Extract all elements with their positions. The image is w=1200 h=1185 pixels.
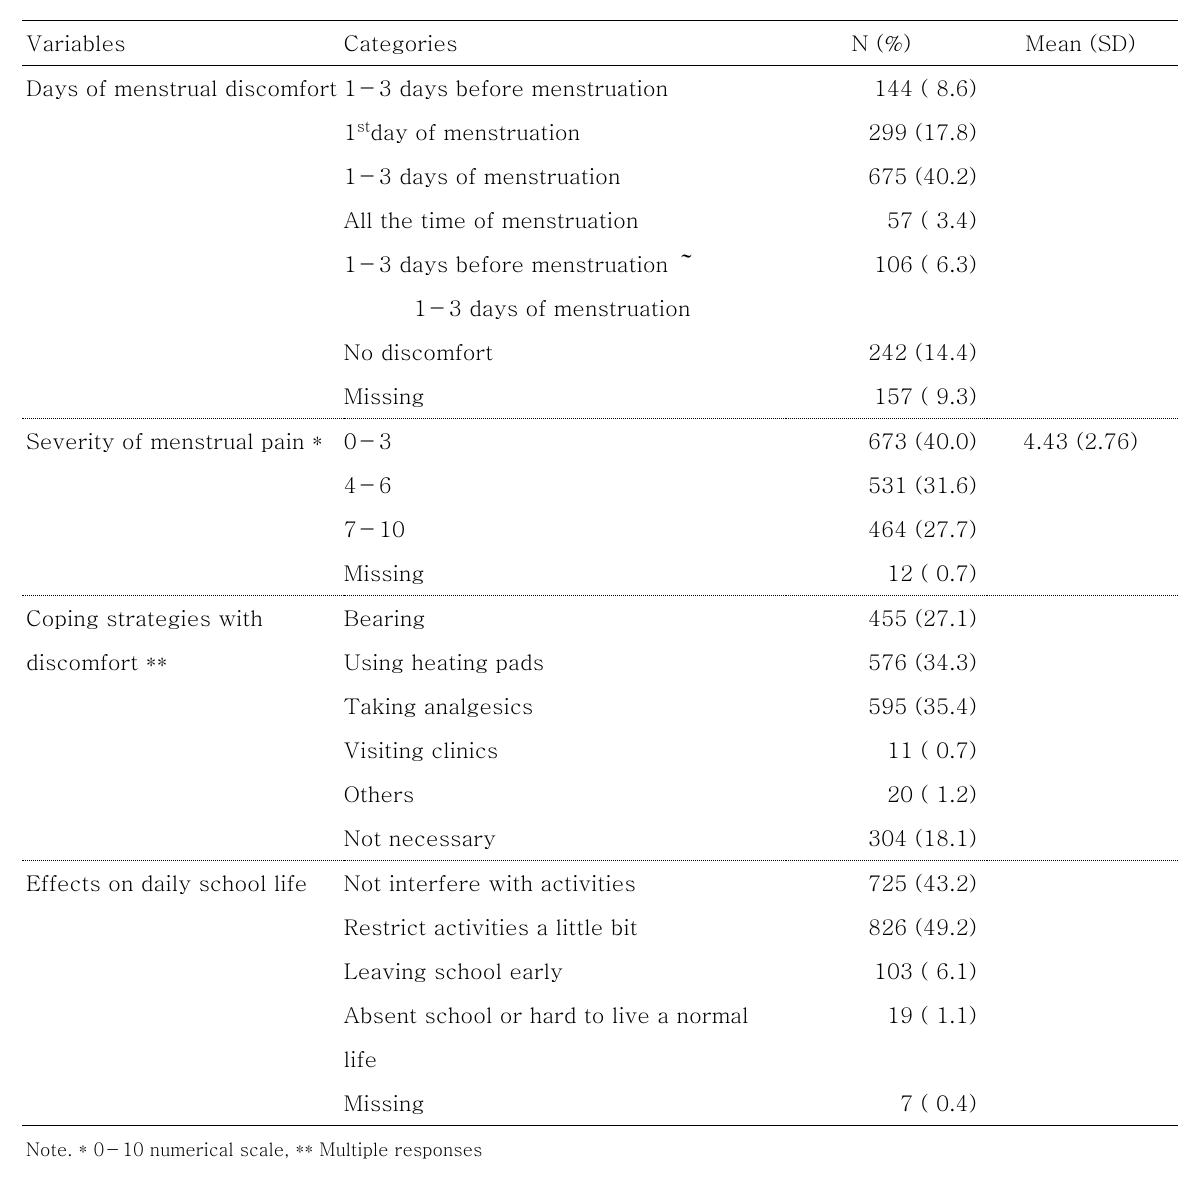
- mean-cell: [987, 728, 1178, 772]
- variable-cell: [22, 374, 344, 419]
- mean-cell: [987, 993, 1178, 1081]
- category-cell: Restrict activities a little bit: [344, 905, 786, 949]
- variable-cell: [22, 110, 344, 154]
- category-cell: Taking analgesics: [344, 684, 786, 728]
- np-cell: 106 ( 6.3): [786, 242, 987, 286]
- mean-cell: [987, 1081, 1178, 1126]
- category-cell: Visiting clinics: [344, 728, 786, 772]
- np-cell: 304 (18.1): [786, 816, 987, 861]
- category-cell: Bearing: [344, 596, 786, 641]
- variable-cell: discomfort **: [22, 640, 344, 684]
- variable-cell: [22, 507, 344, 551]
- category-cell: 1stday of menstruation: [344, 110, 786, 154]
- header-categories: Categories: [344, 21, 786, 66]
- np-cell: 455 (27.1): [786, 596, 987, 641]
- mean-cell: [987, 110, 1178, 154]
- np-cell: 576 (34.3): [786, 640, 987, 684]
- variable-cell: [22, 949, 344, 993]
- variable-cell: [22, 905, 344, 949]
- np-cell: 144 ( 8.6): [786, 66, 987, 111]
- np-cell: 299 (17.8): [786, 110, 987, 154]
- np-cell: 7 ( 0.4): [786, 1081, 987, 1126]
- np-cell: 675 (40.2): [786, 154, 987, 198]
- table-note: Note. * 0－10 numerical scale, ** Multipl…: [22, 1126, 1178, 1165]
- category-cell: Others: [344, 772, 786, 816]
- category-cell: Not interfere with activities: [344, 861, 786, 906]
- variable-cell: Severity of menstrual pain *: [22, 419, 344, 464]
- mean-cell: [987, 596, 1178, 641]
- mean-cell: [987, 640, 1178, 684]
- variable-cell: [22, 684, 344, 728]
- category-cell: Missing: [344, 374, 786, 419]
- np-cell: 531 (31.6): [786, 463, 987, 507]
- header-mean: Mean (SD): [987, 21, 1178, 66]
- category-cell: 0－3: [344, 419, 786, 464]
- variable-cell: [22, 551, 344, 596]
- mean-cell: [987, 861, 1178, 906]
- np-cell: 157 ( 9.3): [786, 374, 987, 419]
- variable-cell: Coping strategies with: [22, 596, 344, 641]
- mean-cell: [987, 66, 1178, 111]
- np-cell: 464 (27.7): [786, 507, 987, 551]
- mean-cell: [987, 286, 1178, 330]
- category-cell: 1－3 days before menstruation ～: [344, 242, 786, 286]
- variable-cell: [22, 993, 344, 1081]
- variable-cell: [22, 198, 344, 242]
- header-np: N (%): [786, 21, 987, 66]
- variable-cell: [22, 816, 344, 861]
- np-cell: 19 ( 1.1): [786, 993, 987, 1081]
- variable-cell: [22, 728, 344, 772]
- mean-cell: [987, 684, 1178, 728]
- np-cell: [786, 286, 987, 330]
- mean-cell: [987, 949, 1178, 993]
- np-cell: 57 ( 3.4): [786, 198, 987, 242]
- variable-cell: [22, 330, 344, 374]
- variable-cell: [22, 1081, 344, 1126]
- mean-cell: [987, 154, 1178, 198]
- mean-cell: [987, 905, 1178, 949]
- category-cell: Missing: [344, 1081, 786, 1126]
- header-variables: Variables: [22, 21, 344, 66]
- variable-cell: [22, 242, 344, 286]
- np-cell: 725 (43.2): [786, 861, 987, 906]
- mean-cell: [987, 551, 1178, 596]
- variable-cell: [22, 154, 344, 198]
- np-cell: 595 (35.4): [786, 684, 987, 728]
- category-cell: Absent school or hard to live a normal l…: [344, 993, 786, 1081]
- category-cell: No discomfort: [344, 330, 786, 374]
- variable-cell: Effects on daily school life: [22, 861, 344, 906]
- np-cell: 20 ( 1.2): [786, 772, 987, 816]
- data-table: VariablesCategoriesN (%)Mean (SD) Days of…: [22, 20, 1178, 1126]
- category-cell: Not necessary: [344, 816, 786, 861]
- np-cell: 11 ( 0.7): [786, 728, 987, 772]
- np-cell: 103 ( 6.1): [786, 949, 987, 993]
- mean-cell: [987, 374, 1178, 419]
- mean-cell: [987, 463, 1178, 507]
- mean-cell: [987, 330, 1178, 374]
- variable-cell: [22, 772, 344, 816]
- mean-cell: 4.43 (2.76): [987, 419, 1178, 464]
- np-cell: 826 (49.2): [786, 905, 987, 949]
- category-cell: 1－3 days of menstruation: [344, 286, 786, 330]
- mean-cell: [987, 507, 1178, 551]
- mean-cell: [987, 816, 1178, 861]
- category-cell: Leaving school early: [344, 949, 786, 993]
- category-cell: 7－10: [344, 507, 786, 551]
- variable-cell: [22, 463, 344, 507]
- np-cell: 12 ( 0.7): [786, 551, 987, 596]
- mean-cell: [987, 772, 1178, 816]
- mean-cell: [987, 198, 1178, 242]
- category-cell: 1－3 days of menstruation: [344, 154, 786, 198]
- category-cell: Missing: [344, 551, 786, 596]
- np-cell: 673 (40.0): [786, 419, 987, 464]
- category-cell: All the time of menstruation: [344, 198, 786, 242]
- variable-cell: Days of menstrual discomfort: [22, 66, 344, 111]
- variable-cell: [22, 286, 344, 330]
- category-cell: 4－6: [344, 463, 786, 507]
- mean-cell: [987, 242, 1178, 286]
- category-cell: Using heating pads: [344, 640, 786, 684]
- np-cell: 242 (14.4): [786, 330, 987, 374]
- category-cell: 1－3 days before menstruation: [344, 66, 786, 111]
